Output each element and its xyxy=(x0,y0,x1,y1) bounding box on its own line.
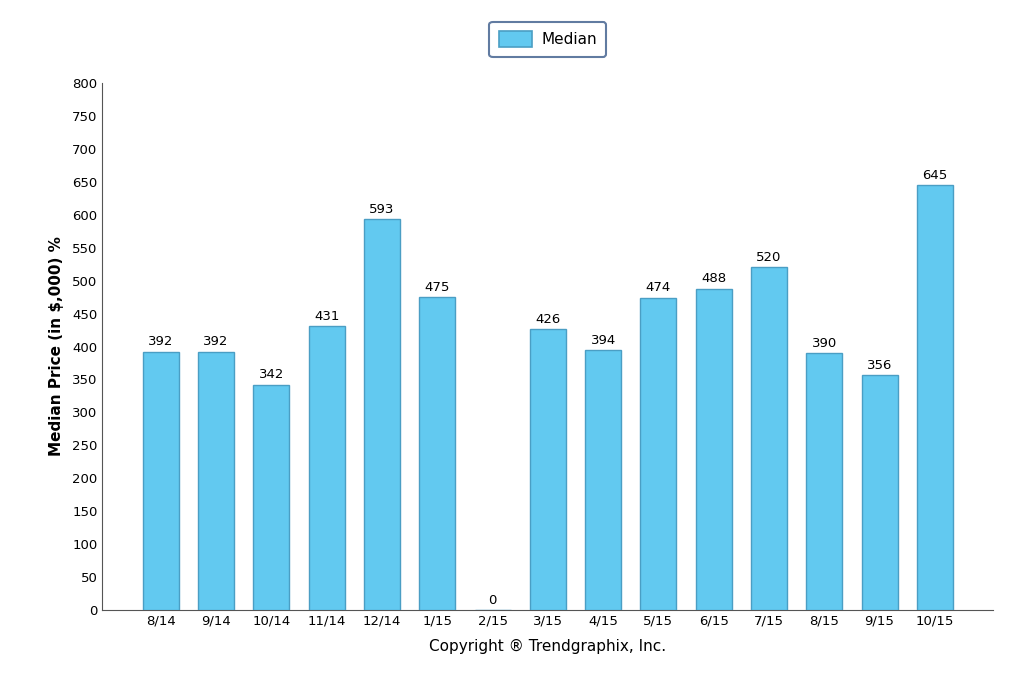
Text: 392: 392 xyxy=(204,335,228,349)
Bar xyxy=(695,288,732,610)
Text: 475: 475 xyxy=(425,281,450,294)
Text: 431: 431 xyxy=(314,310,339,323)
Text: 520: 520 xyxy=(757,251,781,264)
Bar xyxy=(585,351,622,610)
Bar xyxy=(254,385,290,610)
Bar xyxy=(806,353,842,610)
Text: 593: 593 xyxy=(370,203,394,216)
Text: 645: 645 xyxy=(923,169,947,182)
Text: 394: 394 xyxy=(591,334,615,347)
Bar xyxy=(199,352,234,610)
Text: 356: 356 xyxy=(867,359,892,372)
Bar xyxy=(529,329,566,610)
Text: 390: 390 xyxy=(812,337,837,350)
Text: 0: 0 xyxy=(488,593,497,606)
Text: 342: 342 xyxy=(259,369,284,381)
X-axis label: Copyright ® Trendgraphix, Inc.: Copyright ® Trendgraphix, Inc. xyxy=(429,639,667,653)
Bar xyxy=(364,220,400,610)
Bar xyxy=(419,297,456,610)
Text: 392: 392 xyxy=(148,335,173,349)
Y-axis label: Median Price (in $,000) %: Median Price (in $,000) % xyxy=(49,236,63,457)
Text: 474: 474 xyxy=(646,281,671,295)
Bar xyxy=(309,326,345,610)
Bar xyxy=(861,376,897,610)
Bar xyxy=(143,352,179,610)
Text: 426: 426 xyxy=(536,313,560,326)
Bar xyxy=(916,185,952,610)
Legend: Median: Median xyxy=(489,22,606,57)
Bar xyxy=(751,267,786,610)
Bar xyxy=(640,298,677,610)
Text: 488: 488 xyxy=(701,272,726,286)
